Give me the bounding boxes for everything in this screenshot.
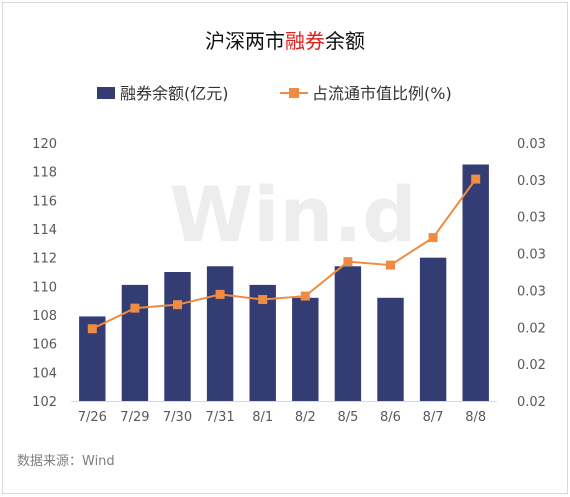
chart-title: 沪深两市融券余额: [205, 29, 365, 53]
x-tick-label: 8/5: [337, 410, 358, 425]
y-left-tick-label: 120: [32, 137, 57, 152]
ratio-point: [258, 295, 268, 305]
x-tick-label: 8/6: [380, 410, 401, 425]
y-right-tick-label: 0.03: [517, 284, 546, 299]
watermark: Win.d: [169, 170, 416, 259]
y-right-tick-label: 0.02: [517, 395, 546, 410]
y-right-tick-label: 0.03: [517, 211, 546, 226]
ratio-point: [428, 233, 438, 243]
y-left-tick-label: 118: [32, 166, 57, 181]
y-left-tick-label: 108: [32, 309, 57, 324]
chart-canvas: 沪深两市融券余额 融券余额(亿元) 占流通市值比例(%) Win.d 120 11…: [17, 29, 546, 469]
x-tick-label: 8/7: [423, 410, 444, 425]
bar: [292, 297, 319, 401]
legend-label-line: 占流通市值比例(%): [312, 84, 452, 103]
x-tick-label: 7/29: [120, 410, 149, 425]
ratio-point: [130, 303, 140, 313]
y-left-tick-label: 102: [32, 395, 57, 410]
bar: [377, 297, 404, 401]
ratio-point: [173, 300, 182, 310]
legend-swatch-bar: [97, 87, 115, 99]
plot-area: 120 118 116 114 112 110 108 106 104 102 0.03 0.03 0.…: [32, 137, 546, 425]
y-left-tick-label: 110: [32, 280, 57, 295]
ratio-point: [215, 289, 225, 299]
legend: 融券余额(亿元) 占流通市值比例(%): [97, 84, 452, 103]
legend-swatch-line: [289, 88, 299, 98]
ratio-point: [386, 260, 395, 270]
x-tick-label: 7/31: [205, 410, 234, 425]
x-tick-label: 7/30: [163, 410, 192, 425]
y-right-tick-label: 0.02: [517, 358, 546, 373]
ratio-line: [91, 178, 477, 330]
y-left-tick-label: 114: [32, 223, 57, 238]
ratio-point: [300, 291, 310, 301]
bar: [462, 164, 489, 401]
y-left-tick-label: 112: [32, 252, 57, 267]
y-right-tick-label: 0.03: [517, 137, 546, 152]
y-right-tick-label: 0.03: [517, 174, 546, 189]
x-tick-label: 7/26: [78, 410, 107, 425]
x-tick-label: 8/1: [252, 410, 273, 425]
ratio-point: [87, 324, 97, 334]
y-left-tick-label: 104: [32, 366, 57, 381]
y-right-tick-label: 0.03: [517, 248, 546, 263]
legend-label-bar: 融券余额(亿元): [120, 84, 229, 103]
x-tick-label: 8/8: [465, 410, 486, 425]
bar: [121, 284, 149, 401]
chart-title-highlight: 融券: [285, 29, 325, 53]
chart-title-part: 沪深两市: [205, 29, 285, 53]
chart-title-part: 余额: [325, 29, 365, 53]
bar: [334, 266, 362, 401]
y-left-tick-label: 116: [32, 194, 57, 209]
bar: [164, 272, 191, 401]
y-left-tick-label: 106: [32, 338, 57, 353]
bar: [419, 257, 447, 401]
ratio-point: [471, 174, 481, 184]
source-label: 数据来源：Wind: [17, 454, 115, 469]
bar: [249, 284, 276, 401]
y-right-tick-label: 0.02: [517, 321, 546, 336]
x-tick-label: 8/2: [295, 410, 316, 425]
bar: [206, 266, 234, 401]
ratio-point: [343, 257, 353, 267]
